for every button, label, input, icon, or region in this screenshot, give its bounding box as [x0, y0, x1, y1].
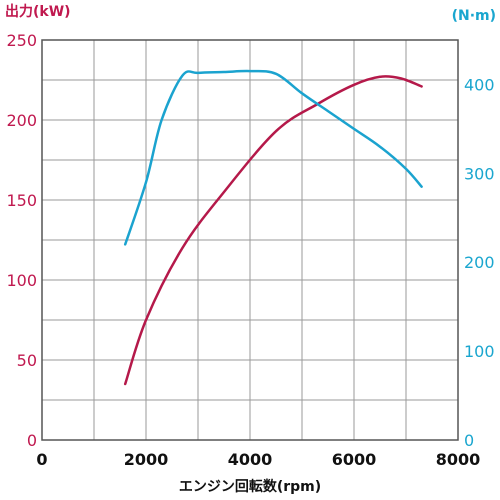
plot-frame [41, 39, 459, 441]
x-tick-label: 6000 [332, 450, 377, 469]
tick-labels: 0 2000 4000 6000 800005010015020025001002003… [6, 31, 494, 469]
grid [42, 40, 458, 440]
y-left-axis-label: 出力(kW) [5, 3, 71, 20]
y-right-tick-label: 300 [464, 164, 495, 183]
y-right-tick-label: 100 [464, 342, 495, 361]
y-right-tick-label: 0 [464, 431, 474, 450]
plot-border [41, 39, 459, 441]
torque-series-line [123, 69, 423, 246]
y-left-tick-label: 150 [6, 191, 37, 210]
y-right-tick-label: 200 [464, 253, 495, 272]
x-tick-label: 8000 [436, 450, 481, 469]
y-left-tick-label: 250 [6, 31, 37, 50]
x-tick-label: 4000 [228, 450, 273, 469]
y-left-tick-label: 200 [6, 111, 37, 130]
x-tick-label: 2000 [124, 450, 169, 469]
y-left-tick-label: 100 [6, 271, 37, 290]
x-tick-label: 0 [36, 450, 47, 469]
y-left-tick-label: 50 [17, 351, 37, 370]
series-group [123, 69, 423, 386]
y-left-tick-label: 0 [27, 431, 37, 450]
y-right-axis-label: (N·m) [452, 8, 496, 24]
power-series-line [123, 75, 423, 386]
y-right-tick-label: 400 [464, 75, 495, 94]
x-axis-label: エンジン回転数(rpm) [179, 478, 321, 495]
